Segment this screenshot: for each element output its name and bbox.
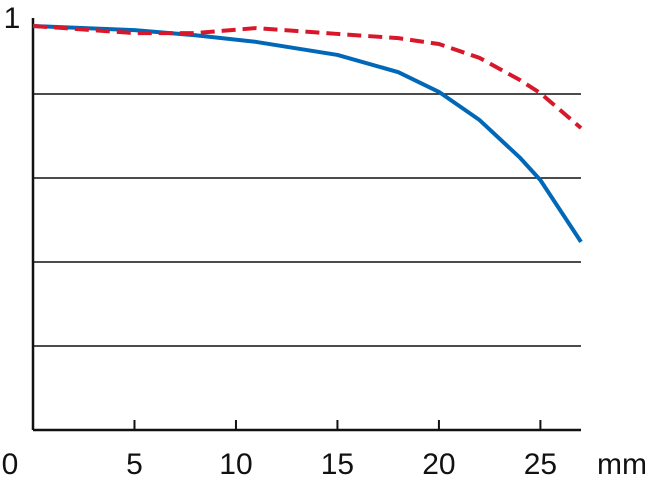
x-tick-label: 5 bbox=[126, 448, 143, 481]
y-tick-label: 1 bbox=[4, 2, 21, 35]
series-line bbox=[32, 23, 583, 243]
x-tick-label: 15 bbox=[321, 448, 354, 481]
x-axis-label: mm bbox=[597, 448, 647, 481]
x-tick-label: 10 bbox=[219, 448, 252, 481]
x-tick-label: 20 bbox=[422, 448, 455, 481]
x-tick-label: 25 bbox=[524, 448, 557, 481]
series-line bbox=[32, 23, 583, 130]
x-tick-label: 0 bbox=[2, 448, 19, 481]
